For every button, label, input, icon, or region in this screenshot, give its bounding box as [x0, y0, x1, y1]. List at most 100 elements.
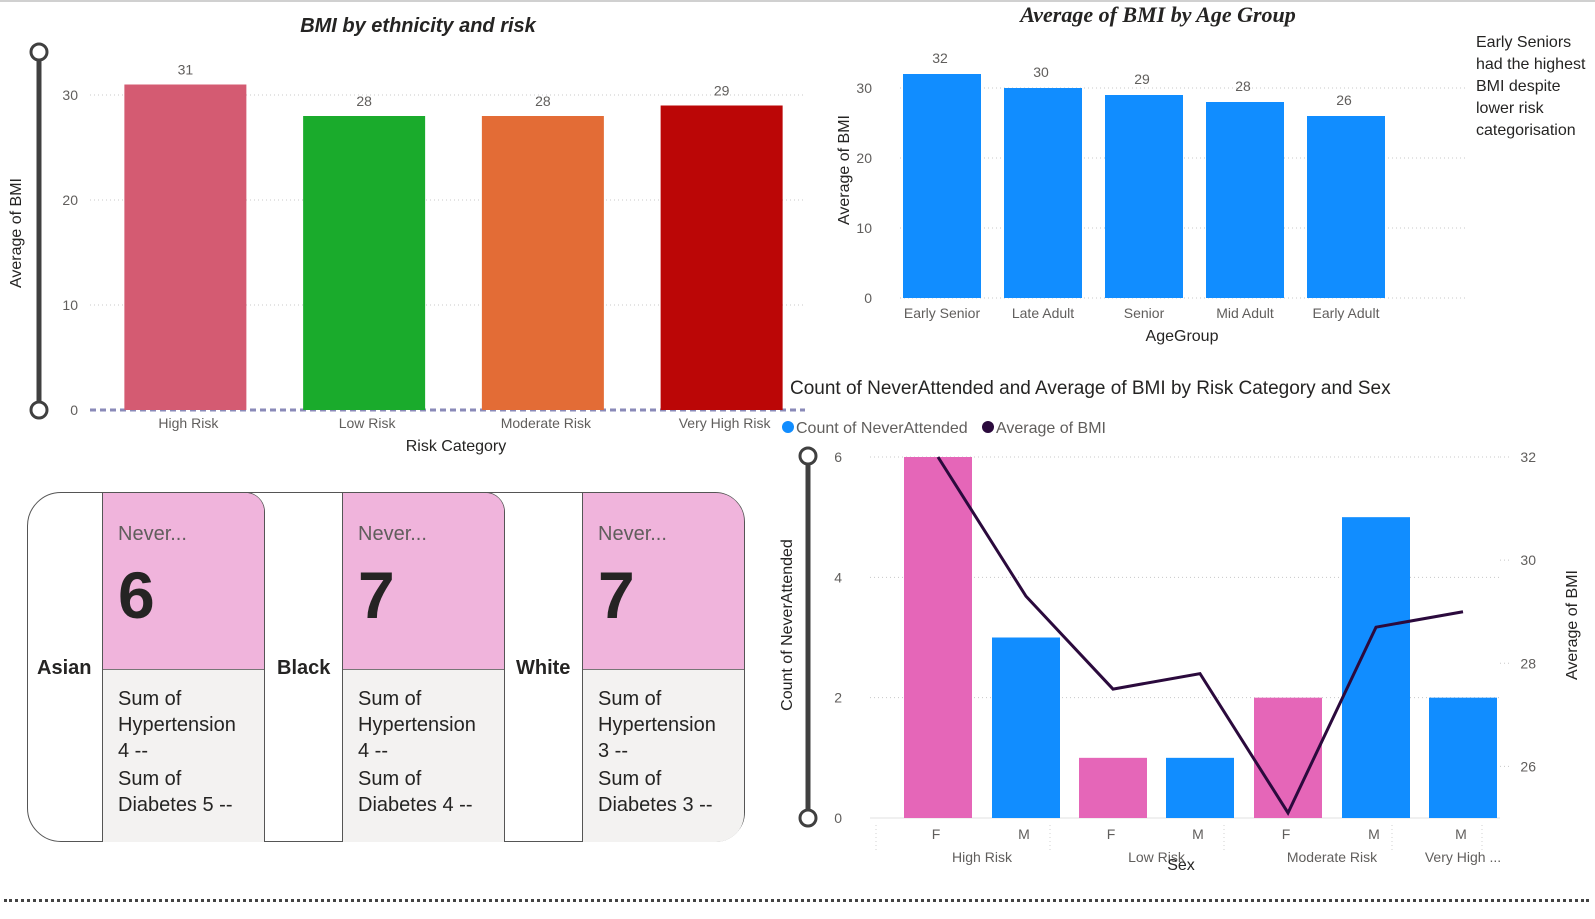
kpi-card[interactable]: Never... 6 Sum of Hypertension 4 -- Sum of …: [102, 492, 265, 842]
y-tick-label: 20: [856, 150, 872, 166]
bar[interactable]: [1166, 757, 1234, 818]
legend-marker: [782, 421, 794, 433]
legend-item[interactable]: Average of BMI: [996, 420, 1106, 437]
bar[interactable]: [660, 105, 783, 411]
kpi-card-title: Never...: [118, 523, 187, 545]
kpi-card-detail-line: Sum of Hypertension 3 --: [598, 688, 716, 762]
kpi-card-detail-line: Sum of Diabetes 4 --: [358, 768, 473, 816]
bar[interactable]: [992, 637, 1060, 819]
y-tick-label: 20: [62, 192, 78, 208]
data-label: 30: [1033, 64, 1049, 80]
x-axis-title: AgeGroup: [1146, 328, 1219, 345]
zoom-slider-handle[interactable]: [798, 446, 818, 466]
bar[interactable]: [904, 457, 972, 818]
data-label: 28: [535, 93, 551, 109]
kpi-card-top: Never... 7: [343, 493, 504, 670]
y-axis-title: Average of BMI: [8, 178, 25, 288]
kpi-card-details: Sum of Hypertension 4 -- Sum of Diabetes …: [343, 670, 504, 842]
x-axis-title: Risk Category: [406, 438, 506, 455]
y-tick-label: 4: [834, 569, 842, 585]
kpi-card-top: Never... 6: [103, 493, 264, 670]
x-tick-label: F: [932, 826, 941, 842]
data-label: 32: [932, 50, 948, 66]
y-tick-label: 0: [834, 810, 842, 826]
x-tick-label: Low Risk: [339, 415, 397, 431]
group-label: Moderate Risk: [1287, 849, 1378, 865]
never-attended-combo-chart: Count of NeverAttended and Average of BM…: [780, 378, 1581, 874]
kpi-card-detail-line: Sum of Diabetes 5 --: [118, 768, 233, 816]
legend-marker: [982, 421, 994, 433]
kpi-card-value: 7: [598, 558, 635, 632]
bottom-divider: [4, 899, 1589, 902]
chart-title: Count of NeverAttended and Average of BM…: [790, 378, 1391, 399]
y2-tick-label: 30: [1520, 552, 1536, 568]
y-tick-label: 10: [856, 220, 872, 236]
y-tick-label: 0: [70, 402, 78, 418]
legend-item[interactable]: Count of NeverAttended: [796, 420, 968, 437]
x-tick-label: High Risk: [158, 415, 219, 431]
kpi-card[interactable]: Never... 7 Sum of Hypertension 3 -- Sum of …: [582, 492, 745, 842]
x-tick-label: Very High Risk: [679, 415, 772, 431]
group-label: Low Risk: [1128, 849, 1186, 865]
top-border: [0, 0, 1595, 2]
bar[interactable]: [124, 84, 247, 411]
data-label: 28: [1235, 78, 1251, 94]
bar[interactable]: [1307, 116, 1385, 298]
y-tick-label: 30: [856, 80, 872, 96]
bar[interactable]: [903, 74, 981, 298]
kpi-card-detail-line: Sum of Hypertension 4 --: [358, 688, 476, 762]
data-label: 26: [1336, 92, 1352, 108]
chart-title: BMI by ethnicity and risk: [300, 15, 536, 37]
bar[interactable]: [1079, 757, 1147, 818]
bar[interactable]: [1206, 102, 1284, 298]
kpi-card-top: Never... 7: [583, 493, 744, 670]
kpi-card[interactable]: Never... 7 Sum of Hypertension 4 -- Sum of …: [342, 492, 505, 842]
y-tick-label: 2: [834, 690, 842, 706]
ethnicity-label: Asian: [37, 657, 92, 679]
bmi-line[interactable]: [936, 456, 1464, 816]
x-tick-label: M: [1368, 826, 1380, 842]
y2-tick-label: 26: [1520, 758, 1536, 774]
ethnicity-label: Black: [277, 657, 331, 679]
x-tick-label: M: [1018, 826, 1030, 842]
data-label: 28: [356, 93, 372, 109]
bar[interactable]: [303, 116, 426, 410]
bar[interactable]: [1004, 88, 1082, 298]
kpi-card-details: Sum of Hypertension 4 -- Sum of Diabetes …: [103, 670, 264, 842]
kpi-card-value: 6: [118, 558, 155, 632]
insight-note: Early Seniors had the highest BMI despit…: [1476, 34, 1586, 139]
zoom-slider-handle[interactable]: [798, 808, 818, 828]
bar[interactable]: [1105, 95, 1183, 298]
bar[interactable]: [1342, 517, 1410, 818]
x-tick-label: Senior: [1124, 305, 1165, 321]
ethnicity-label: White: [516, 657, 571, 679]
x-tick-label: Early Adult: [1313, 305, 1380, 321]
x-tick-label: Late Adult: [1012, 305, 1074, 321]
kpi-card-details: Sum of Hypertension 3 -- Sum of Diabetes …: [583, 670, 744, 842]
x-tick-label: M: [1192, 826, 1204, 842]
data-label: 29: [1134, 71, 1150, 87]
kpi-card-title: Never...: [598, 523, 667, 545]
x-tick-label: F: [1107, 826, 1116, 842]
zoom-slider-handle[interactable]: [29, 42, 49, 62]
kpi-card-value: 7: [358, 558, 395, 632]
x-tick-label: Moderate Risk: [501, 415, 592, 431]
bar[interactable]: [1254, 697, 1322, 818]
y2-tick-label: 28: [1520, 655, 1536, 671]
y-axis-title: Average of BMI: [836, 115, 853, 225]
y2-axis-title: Average of BMI: [1564, 570, 1581, 680]
x-axis-title: Sex: [1167, 857, 1195, 874]
ethnicity-cards: Asian Never... 6 Sum of Hypertension 4 -- Su…: [27, 492, 745, 842]
data-label: 31: [178, 62, 194, 78]
y-tick-label: 30: [62, 87, 78, 103]
kpi-card-detail-line: Sum of Diabetes 3 --: [598, 768, 713, 816]
bar[interactable]: [481, 116, 604, 410]
kpi-card-detail-line: Sum of Hypertension 4 --: [118, 688, 236, 762]
group-label: High Risk: [952, 849, 1013, 865]
x-tick-label: Mid Adult: [1216, 305, 1274, 321]
y2-tick-label: 32: [1520, 449, 1536, 465]
bmi-by-age-group-chart: Average of BMI by Age Group 0 10 20 30 32 Earl…: [836, 2, 1465, 345]
group-label: Very High ...: [1425, 849, 1501, 865]
zoom-slider-handle[interactable]: [29, 400, 49, 420]
bar[interactable]: [1429, 697, 1497, 818]
